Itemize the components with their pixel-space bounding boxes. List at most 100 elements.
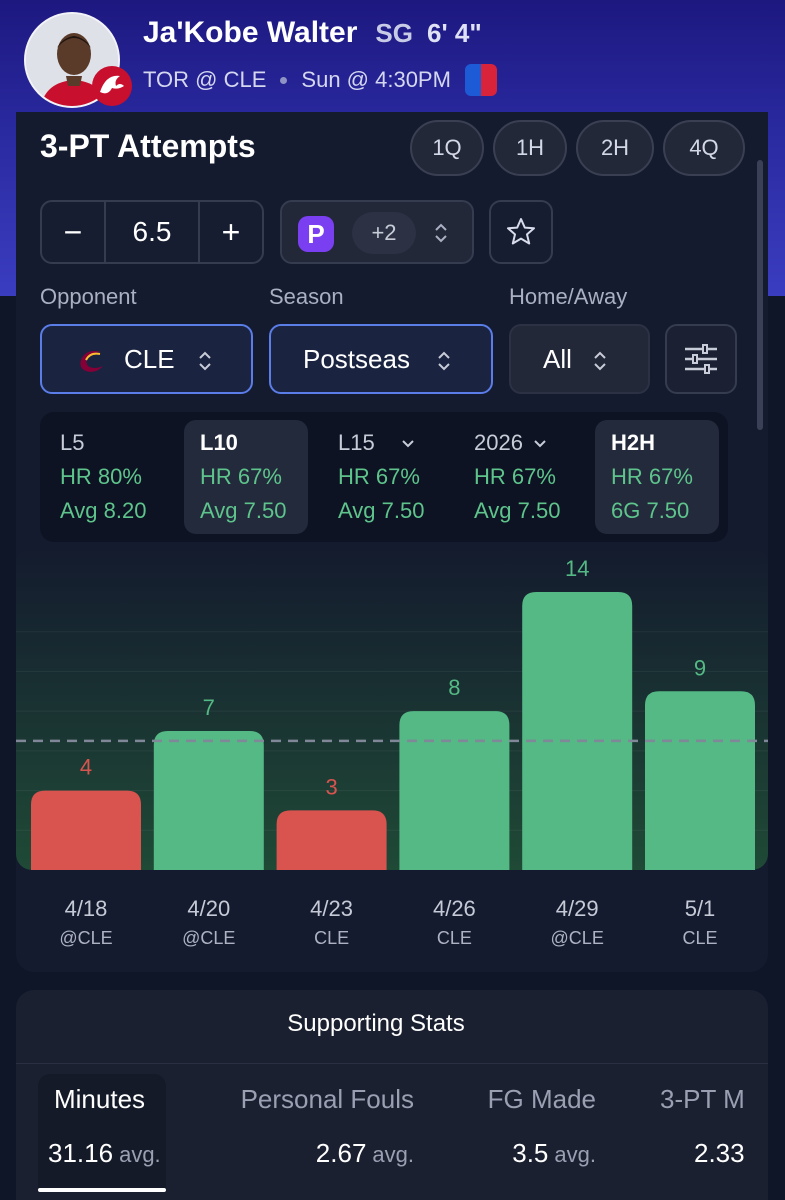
split-tab-season[interactable]: 2026 HR 67% Avg 7.50 bbox=[458, 420, 598, 534]
nba-logo-icon bbox=[464, 64, 497, 96]
home-away-label: Home/Away bbox=[509, 284, 628, 309]
sportsbook-logo-icon: P bbox=[298, 216, 334, 252]
bar-4/29[interactable] bbox=[522, 592, 633, 870]
divider bbox=[16, 1063, 768, 1064]
game-date: 4/18 bbox=[64, 896, 108, 921]
bar-value-label: 3 bbox=[325, 774, 337, 799]
stat-title: 3-PT Attempts bbox=[40, 128, 256, 164]
line-value[interactable]: 6.5 bbox=[104, 202, 200, 262]
opponent-value: CLE bbox=[124, 343, 175, 374]
x-axis-label: 4/26 CLE bbox=[399, 896, 509, 949]
advanced-filters-button[interactable] bbox=[665, 324, 737, 394]
game-date: 5/1 bbox=[684, 896, 716, 921]
team-logo-icon bbox=[92, 66, 132, 106]
split-tab-l15[interactable]: L15 HR 67% Avg 7.50 bbox=[322, 420, 446, 534]
decrease-button[interactable]: − bbox=[63, 213, 83, 250]
split-tab-h2h[interactable]: H2H HR 67% 6G 7.50 bbox=[595, 420, 719, 534]
x-axis-label: 4/18 @CLE bbox=[31, 896, 141, 949]
sportsbook-select[interactable]: P +2 bbox=[280, 200, 474, 264]
stat-tile-personal-fouls[interactable]: Personal Fouls 2.67 avg. bbox=[190, 1074, 416, 1192]
split-average: Avg 7.50 bbox=[338, 498, 425, 523]
game-date: 4/23 bbox=[310, 896, 353, 921]
stat-tile-value: 31.16 avg. bbox=[48, 1138, 161, 1169]
bar-value-label: 4 bbox=[80, 755, 92, 780]
bar-value-label: 8 bbox=[448, 675, 460, 700]
period-button-1h[interactable]: 1H bbox=[493, 120, 567, 176]
split-hit-rate: HR 67% bbox=[338, 464, 420, 489]
split-tab-l5[interactable]: L5 HR 80% Avg 8.20 bbox=[44, 420, 168, 534]
stat-tile-3pt-made[interactable]: 3-PT M 2.33 bbox=[640, 1074, 785, 1192]
stat-tile-label: FG Made bbox=[487, 1084, 596, 1114]
matchup: TOR @ CLE bbox=[143, 67, 267, 92]
stat-unit: avg. bbox=[554, 1142, 596, 1167]
bar-value-label: 7 bbox=[203, 695, 215, 720]
stat-tile-fg-made[interactable]: FG Made 3.5 avg. bbox=[440, 1074, 598, 1192]
player-name: Ja'Kobe Walter bbox=[143, 16, 358, 49]
period-button-4q[interactable]: 4Q bbox=[663, 120, 745, 176]
cavaliers-logo-icon bbox=[80, 351, 103, 372]
split-selector: L5 HR 80% Avg 8.20 L10 HR 67% Avg 7.50 L… bbox=[40, 412, 728, 542]
stat-value: 2.67 bbox=[315, 1138, 367, 1168]
player-position: SG bbox=[375, 18, 413, 48]
star-icon bbox=[507, 218, 535, 245]
split-hit-rate: HR 67% bbox=[474, 464, 556, 489]
chevron-up-down-icon bbox=[594, 351, 606, 371]
game-opponent: CLE bbox=[314, 928, 350, 948]
chevron-down-icon bbox=[402, 440, 414, 448]
bar-4/26[interactable] bbox=[399, 711, 510, 870]
increase-button[interactable]: + bbox=[221, 213, 241, 250]
season-label: Season bbox=[269, 284, 344, 309]
game-time: Sun @ 4:30PM bbox=[301, 67, 451, 92]
player-height: 6' 4" bbox=[427, 18, 482, 48]
game-date: 4/29 bbox=[555, 896, 599, 921]
x-axis-label: 4/23 CLE bbox=[277, 896, 387, 949]
split-label: L15 bbox=[338, 430, 375, 455]
home-away-select[interactable]: All bbox=[509, 324, 650, 394]
split-average: Avg 8.20 bbox=[60, 498, 147, 523]
x-axis-label: 4/20 @CLE bbox=[154, 896, 264, 949]
bar-chart: 4 7 3 8 14 9 bbox=[16, 548, 768, 870]
stat-tile-minutes[interactable]: Minutes 31.16 avg. bbox=[38, 1074, 166, 1192]
bar-5/1[interactable] bbox=[645, 691, 755, 870]
stat-tile-value: 2.33 bbox=[694, 1138, 745, 1169]
game-opponent: CLE bbox=[436, 928, 472, 948]
period-button-2h[interactable]: 2H bbox=[576, 120, 654, 176]
stat-unit: avg. bbox=[372, 1142, 414, 1167]
sliders-icon bbox=[685, 344, 717, 374]
split-hit-rate: HR 67% bbox=[200, 464, 282, 489]
line-stepper: − 6.5 + bbox=[40, 200, 264, 264]
opponent-select[interactable]: CLE bbox=[40, 324, 253, 394]
selected-indicator bbox=[38, 1188, 166, 1192]
game-opponent: CLE bbox=[682, 928, 718, 948]
split-label: L5 bbox=[60, 430, 85, 455]
split-hit-rate: HR 80% bbox=[60, 464, 142, 489]
favorite-button[interactable] bbox=[489, 200, 553, 264]
bar-4/23[interactable] bbox=[276, 810, 387, 870]
split-label: H2H bbox=[611, 430, 656, 455]
chevron-up-down-icon bbox=[438, 351, 450, 371]
bar-4/18[interactable] bbox=[31, 790, 141, 870]
stat-value: 31.16 bbox=[48, 1138, 114, 1168]
chevron-up-down-icon bbox=[435, 223, 447, 243]
game-date: 4/26 bbox=[432, 896, 476, 921]
game-opponent: @CLE bbox=[550, 928, 604, 948]
split-tab-l10[interactable]: L10 HR 67% Avg 7.50 bbox=[184, 420, 308, 534]
split-average: Avg 7.50 bbox=[474, 498, 561, 523]
game-opponent: @CLE bbox=[59, 928, 113, 948]
scrollbar[interactable] bbox=[757, 160, 763, 430]
opponent-label: Opponent bbox=[40, 284, 137, 309]
period-button-1q[interactable]: 1Q bbox=[410, 120, 484, 176]
bar-value-label: 9 bbox=[694, 655, 706, 680]
x-axis-label: 4/29 @CLE bbox=[522, 896, 632, 949]
bar-4/20[interactable] bbox=[153, 731, 264, 870]
split-label: L10 bbox=[200, 430, 238, 455]
game-opponent: @CLE bbox=[182, 928, 236, 948]
separator-dot bbox=[280, 76, 288, 84]
split-average: Avg 7.50 bbox=[200, 498, 287, 523]
split-label: 2026 bbox=[474, 430, 523, 455]
player-header: Ja'Kobe Walter SG 6' 4" TOR @ CLE Sun @ … bbox=[0, 0, 785, 110]
split-average: 6G 7.50 bbox=[611, 498, 690, 523]
game-date: 4/20 bbox=[187, 896, 231, 921]
season-select[interactable]: Postseas bbox=[269, 324, 493, 394]
supporting-stats-title: Supporting Stats bbox=[287, 1010, 465, 1037]
